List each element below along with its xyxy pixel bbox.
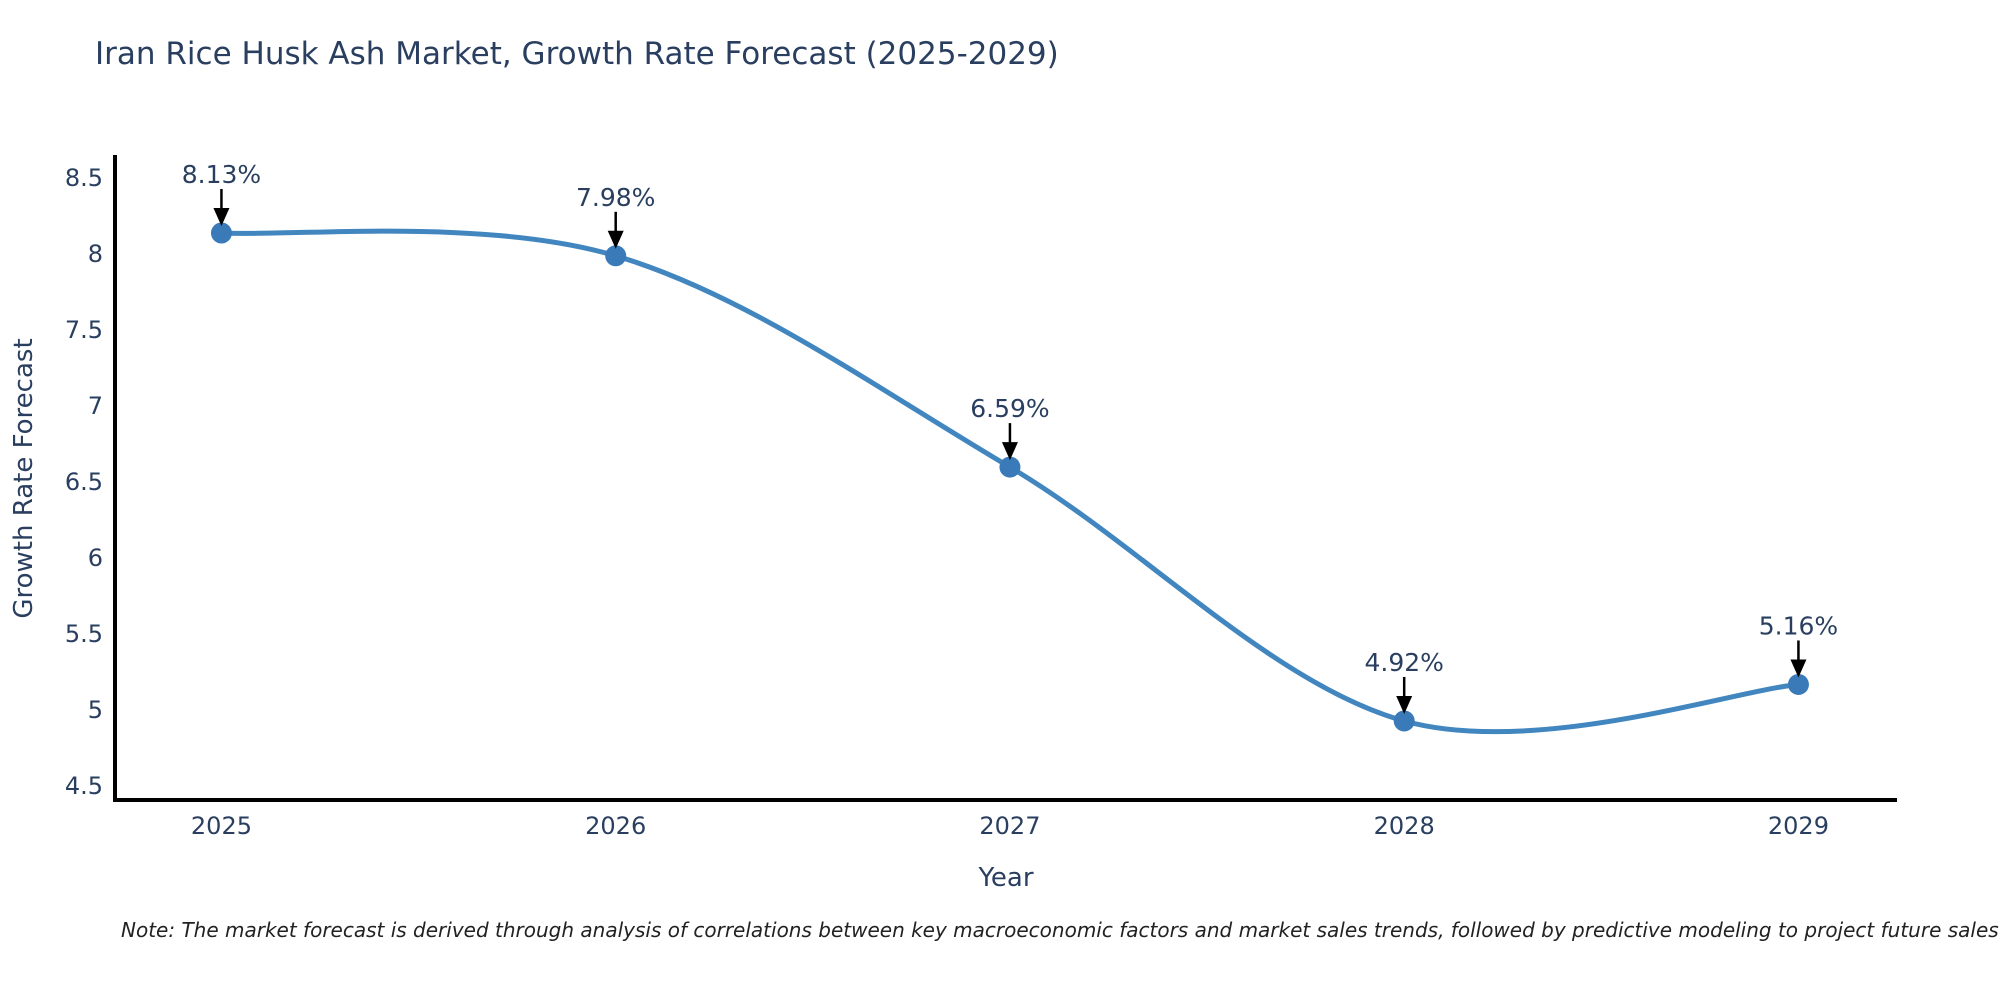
point-annotation: 8.13%	[182, 160, 261, 227]
x-tick-label: 2025	[191, 812, 252, 840]
y-tick-label: 8.5	[65, 164, 103, 192]
point-annotation: 6.59%	[970, 394, 1050, 461]
data-point-marker[interactable]	[999, 456, 1021, 478]
chart-title: Iran Rice Husk Ash Market, Growth Rate F…	[95, 36, 1059, 72]
y-tick-label: 5.5	[65, 620, 103, 648]
x-tick-label: 2027	[979, 812, 1040, 840]
y-tick-label: 5	[88, 696, 103, 724]
y-axis-title: Growth Rate Forecast	[9, 338, 39, 618]
annotation-arrowhead-icon	[213, 208, 230, 227]
axes	[113, 155, 1897, 802]
y-tick-label: 8	[88, 240, 103, 268]
data-point-marker[interactable]	[1393, 710, 1415, 732]
x-tick-label: 2028	[1374, 812, 1435, 840]
annotation-arrowhead-icon	[1001, 442, 1018, 461]
x-tick-label: 2026	[585, 812, 646, 840]
data-point-marker[interactable]	[1787, 673, 1809, 695]
data-point-markers	[210, 222, 1809, 732]
annotation-arrowhead-icon	[607, 230, 624, 249]
y-tick-label: 4.5	[65, 772, 103, 800]
point-label: 4.92%	[1364, 648, 1443, 677]
annotation-arrowhead-icon	[1396, 695, 1413, 714]
point-annotation: 7.98%	[576, 183, 655, 249]
y-axis-tick-labels: 4.5 5 5.5 6 6.5 7 7.5 8 8.5	[65, 164, 103, 800]
footnote: Note: The market forecast is derived thr…	[121, 918, 1999, 942]
point-label: 5.16%	[1759, 611, 1838, 640]
point-label: 8.13%	[182, 160, 261, 189]
x-axis-title: Year	[977, 863, 1033, 893]
point-label: 6.59%	[970, 394, 1049, 423]
y-tick-label: 7	[88, 392, 103, 420]
data-point-marker[interactable]	[605, 245, 627, 267]
x-tick-label: 2029	[1768, 812, 1829, 840]
x-axis-tick-labels: 2025 2026 2027 2028 2029	[191, 812, 1829, 840]
point-annotations: 8.13% 7.98% 6.59% 4.92% 5.16%	[182, 160, 1838, 714]
series-line	[218, 228, 1801, 735]
point-annotation: 5.16%	[1759, 611, 1838, 678]
point-annotation: 4.92%	[1364, 648, 1444, 714]
data-point-marker[interactable]	[210, 222, 232, 244]
point-label: 7.98%	[576, 183, 655, 212]
y-tick-label: 6.5	[65, 468, 103, 496]
y-tick-label: 6	[88, 544, 103, 572]
annotation-arrowhead-icon	[1790, 659, 1807, 678]
y-tick-label: 7.5	[65, 316, 103, 344]
